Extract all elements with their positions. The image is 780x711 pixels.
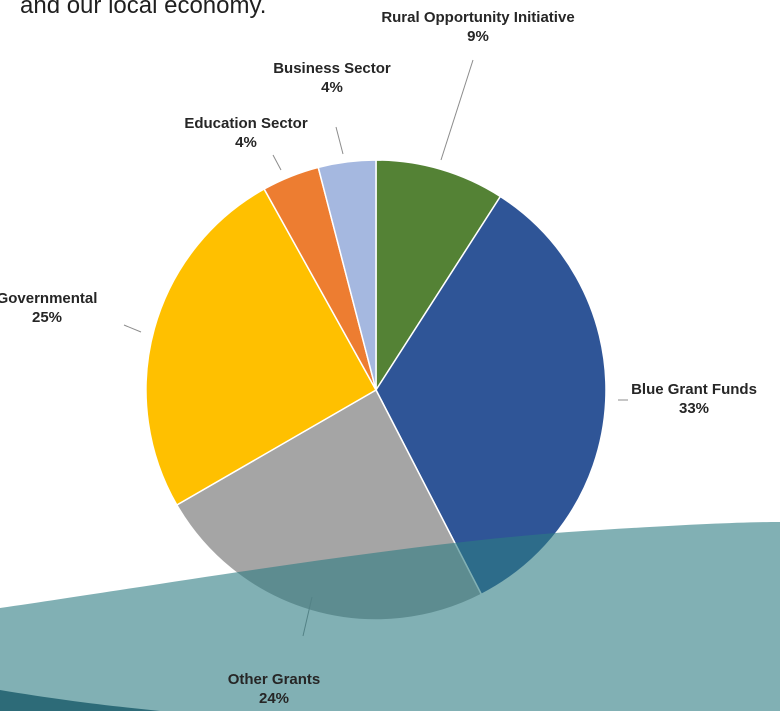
label-category-other-grants: Other Grants — [228, 671, 321, 688]
label-category-education-sector: Education Sector — [184, 115, 308, 132]
label-percent-governmental: 25% — [32, 309, 62, 326]
pie-slices — [145, 159, 607, 621]
label-governmental: Governmental 25% — [0, 290, 97, 326]
intro-text-fragment: and our local economy. — [0, 0, 340, 22]
slice-rural-opportunity-initiative — [375, 159, 502, 393]
slice-business-sector — [317, 159, 377, 391]
data-labels: Rural Opportunity Initiative 9% Blue Grant… — [0, 9, 757, 707]
leader-governmental — [123, 324, 142, 333]
leader-business-sector — [335, 126, 344, 155]
label-business-sector: Business Sector 4% — [273, 60, 391, 96]
label-category-blue-grant-funds: Blue Grant Funds — [631, 381, 757, 398]
leader-education-sector — [272, 154, 282, 171]
decorative-wave — [0, 522, 780, 711]
label-percent-rural-opportunity-initiative: 9% — [467, 28, 489, 45]
label-percent-business-sector: 4% — [321, 79, 343, 96]
label-education-sector: Education Sector 4% — [184, 115, 308, 151]
label-percent-other-grants: 24% — [259, 690, 289, 707]
intro-text: and our local economy. — [20, 0, 267, 19]
label-other-grants: Other Grants 24% — [228, 671, 321, 707]
label-percent-education-sector: 4% — [235, 134, 257, 151]
wave-dark-edge — [0, 690, 160, 711]
label-percent-blue-grant-funds: 33% — [679, 400, 709, 417]
label-blue-grant-funds: Blue Grant Funds 33% — [631, 381, 757, 417]
label-category-governmental: Governmental — [0, 290, 97, 307]
leader-rural-opportunity-initiative — [440, 59, 474, 161]
label-category-rural-opportunity-initiative: Rural Opportunity Initiative — [381, 9, 574, 26]
wave-shape — [0, 522, 780, 711]
slice-governmental — [145, 187, 378, 507]
label-rural-opportunity-initiative: Rural Opportunity Initiative 9% — [381, 9, 574, 45]
label-category-business-sector: Business Sector — [273, 60, 391, 77]
